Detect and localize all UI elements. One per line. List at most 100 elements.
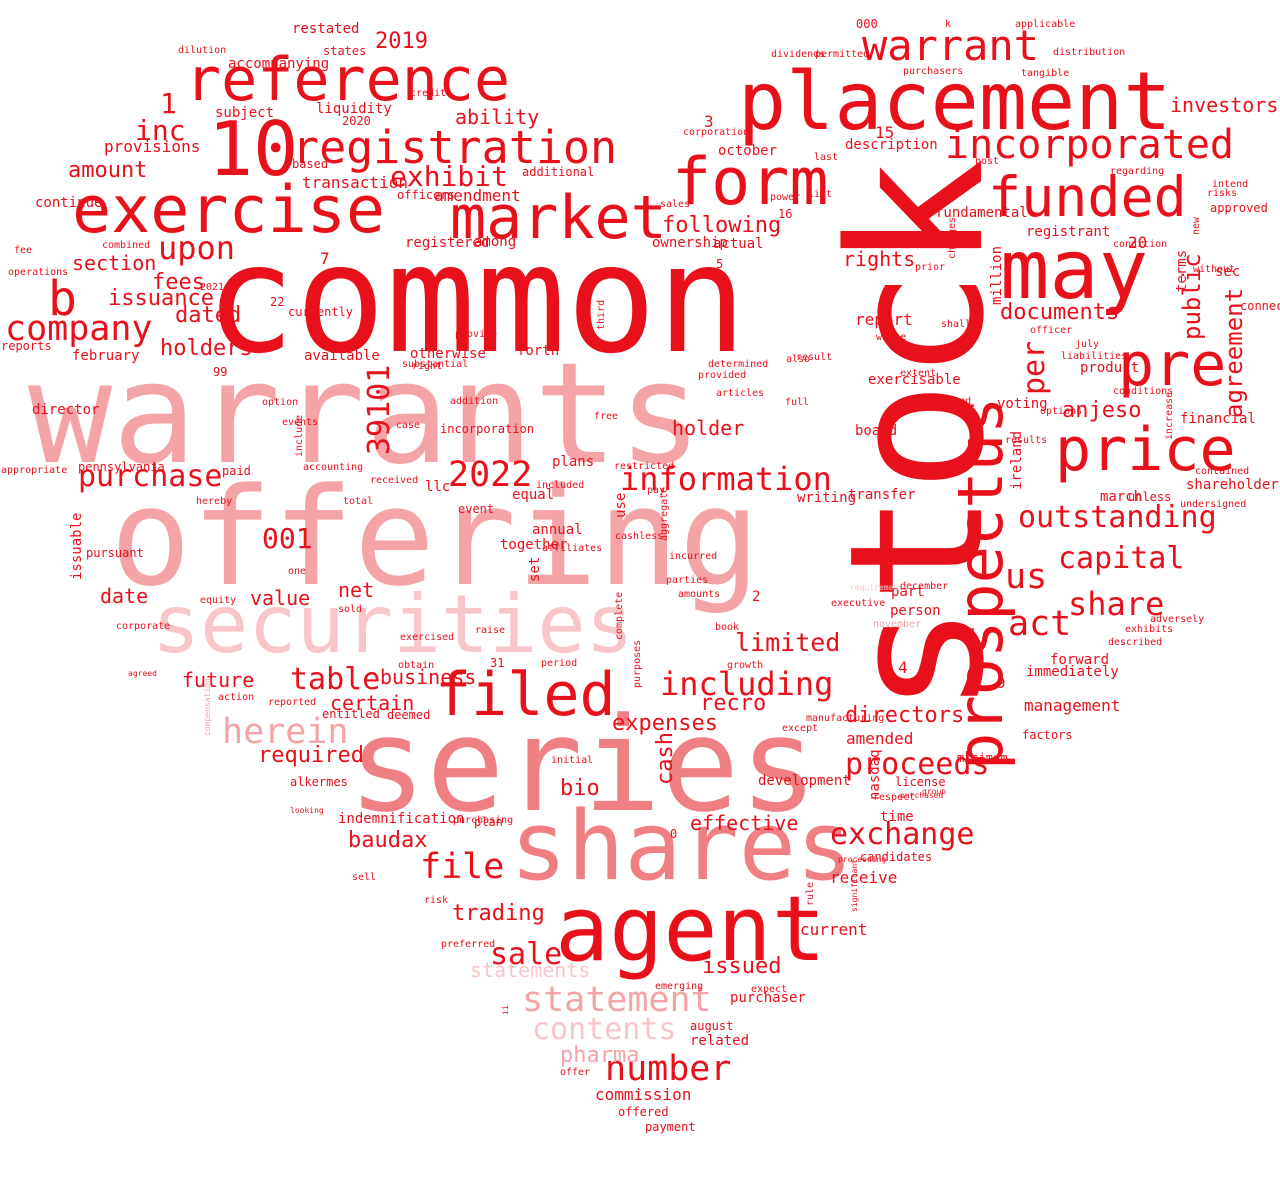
cloud-word-shares: shares: [510, 792, 854, 902]
cloud-word-sales: sales: [660, 199, 691, 210]
cloud-word-capital: capital: [1058, 541, 1185, 576]
cloud-word-option: option: [262, 397, 299, 408]
cloud-word-us: us: [1005, 557, 1048, 597]
cloud-word-purchase: purchase: [78, 459, 223, 494]
cloud-word-respect: respect: [873, 792, 916, 803]
cloud-word-warrants: warrants: [28, 333, 703, 496]
cloud-word-development: development: [758, 773, 851, 789]
cloud-word-described: described: [1108, 637, 1163, 648]
cloud-word-99: 99: [213, 365, 228, 379]
cloud-word-expect: expect: [751, 984, 788, 995]
cloud-word-securities: securities: [152, 578, 634, 671]
cloud-word-power: power: [770, 192, 801, 203]
cloud-word-additional: additional: [522, 165, 595, 179]
cloud-word-based: based: [292, 157, 329, 171]
cloud-word-bio: bio: [560, 776, 600, 801]
cloud-word-voting: voting: [997, 396, 1048, 412]
cloud-word-results: results: [1005, 435, 1048, 446]
cloud-word-exchange: exchange: [830, 817, 975, 852]
cloud-word-forth: forth: [517, 343, 560, 359]
cloud-word-2: 2: [752, 589, 761, 605]
cloud-word-shareholders: shareholders: [1186, 477, 1280, 493]
cloud-word-placement: placement: [738, 55, 1172, 148]
cloud-word-march: march: [1100, 489, 1143, 505]
cloud-word-risk: risk: [424, 895, 449, 906]
cloud-word-affiliates: affiliates: [542, 543, 603, 554]
cloud-word-substantial: substantial: [402, 359, 469, 370]
cloud-word-offer: offer: [560, 1067, 591, 1078]
cloud-word-rule: rule: [805, 881, 816, 906]
cloud-word-31: 31: [490, 656, 505, 670]
cloud-word-parties: parties: [666, 575, 709, 586]
cloud-word-per: per: [1017, 340, 1052, 395]
cloud-word-number: number: [605, 1049, 732, 1089]
cloud-word-accounting: accounting: [303, 462, 364, 473]
cloud-word-accompanying: accompanying: [228, 56, 330, 72]
cloud-word-writing: writing: [797, 490, 857, 506]
cloud-word-common: common: [205, 213, 747, 387]
cloud-word-reference: reference: [185, 45, 511, 115]
cloud-word-1: 1: [160, 87, 177, 120]
cloud-word-director: director: [32, 402, 100, 418]
cloud-word-financial: financial: [1180, 411, 1256, 427]
cloud-word-operations: operations: [8, 267, 69, 278]
cloud-word-free: free: [594, 411, 619, 422]
cloud-word-time: time: [880, 809, 914, 825]
cloud-word-net: net: [338, 578, 375, 602]
cloud-word-purchasing: purchasing: [453, 815, 514, 826]
cloud-word-looking: looking: [290, 806, 324, 815]
cloud-word-holder: holder: [672, 416, 745, 440]
cloud-word-conditions: conditions: [1113, 386, 1174, 397]
cloud-word-immediately: immediately: [1026, 664, 1119, 680]
cloud-word-ability: ability: [455, 105, 540, 129]
cloud-word-amended: amended: [846, 729, 914, 748]
cloud-word-paid: paid: [222, 464, 251, 478]
cloud-word-registrant: registrant: [1026, 224, 1111, 240]
cloud-word-obtain: obtain: [398, 660, 435, 671]
cloud-word-received: received: [370, 475, 419, 486]
cloud-word-contents: contents: [532, 1012, 677, 1047]
cloud-word-current: current: [800, 920, 868, 939]
cloud-word-sell: sell: [352, 872, 377, 883]
cloud-word-outstanding: outstanding: [1018, 500, 1217, 535]
cloud-word-fundamental: fundamental: [935, 205, 1028, 221]
cloud-word-business: business: [380, 665, 477, 689]
cloud-word-issuable: issuable: [69, 512, 85, 580]
cloud-word-payment: payment: [645, 1120, 696, 1134]
cloud-word-one: one: [288, 566, 307, 577]
cloud-word-description: description: [845, 137, 938, 153]
cloud-word-full: full: [785, 397, 810, 408]
cloud-word-10: 10: [208, 105, 299, 193]
cloud-word-cashless: cashless: [615, 531, 664, 542]
cloud-word-2020: 2020: [342, 114, 371, 128]
cloud-word-certain: certain: [330, 691, 415, 715]
cloud-word-4: 4: [898, 658, 908, 677]
cloud-word-000: 000: [856, 17, 878, 31]
cloud-word-restricted: restricted: [614, 461, 675, 472]
cloud-word-changes: changes: [947, 216, 958, 259]
cloud-word-documents: documents: [1000, 300, 1120, 325]
cloud-word-alkermes: alkermes: [290, 775, 348, 789]
cloud-word-license: license: [895, 775, 946, 789]
cloud-word-board: board: [855, 423, 898, 439]
cloud-word-upon: upon: [158, 229, 236, 267]
cloud-word-prior: prior: [915, 262, 946, 273]
cloud-word-related: related: [690, 1033, 750, 1049]
cloud-word-options: options: [1040, 406, 1083, 417]
cloud-word-events: events: [282, 417, 319, 428]
cloud-word-exercisable: exercisable: [868, 372, 961, 388]
cloud-word-million: million: [989, 245, 1005, 305]
cloud-word-whole: whole: [876, 332, 907, 343]
cloud-word-9: 9: [997, 676, 1006, 692]
cloud-word-plans: plans: [552, 454, 595, 470]
cloud-word-book: book: [715, 622, 740, 633]
cloud-word-report: report: [855, 310, 913, 329]
cloud-word-pursuant: pursuant: [86, 546, 144, 560]
cloud-word-b: b: [48, 271, 77, 327]
cloud-word-amounts: amounts: [678, 589, 721, 600]
cloud-word-act: act: [1008, 604, 1072, 644]
cloud-word-required: required: [258, 743, 364, 768]
cloud-word-distribution: distribution: [1053, 47, 1126, 58]
cloud-word-hereby: hereby: [196, 496, 233, 507]
